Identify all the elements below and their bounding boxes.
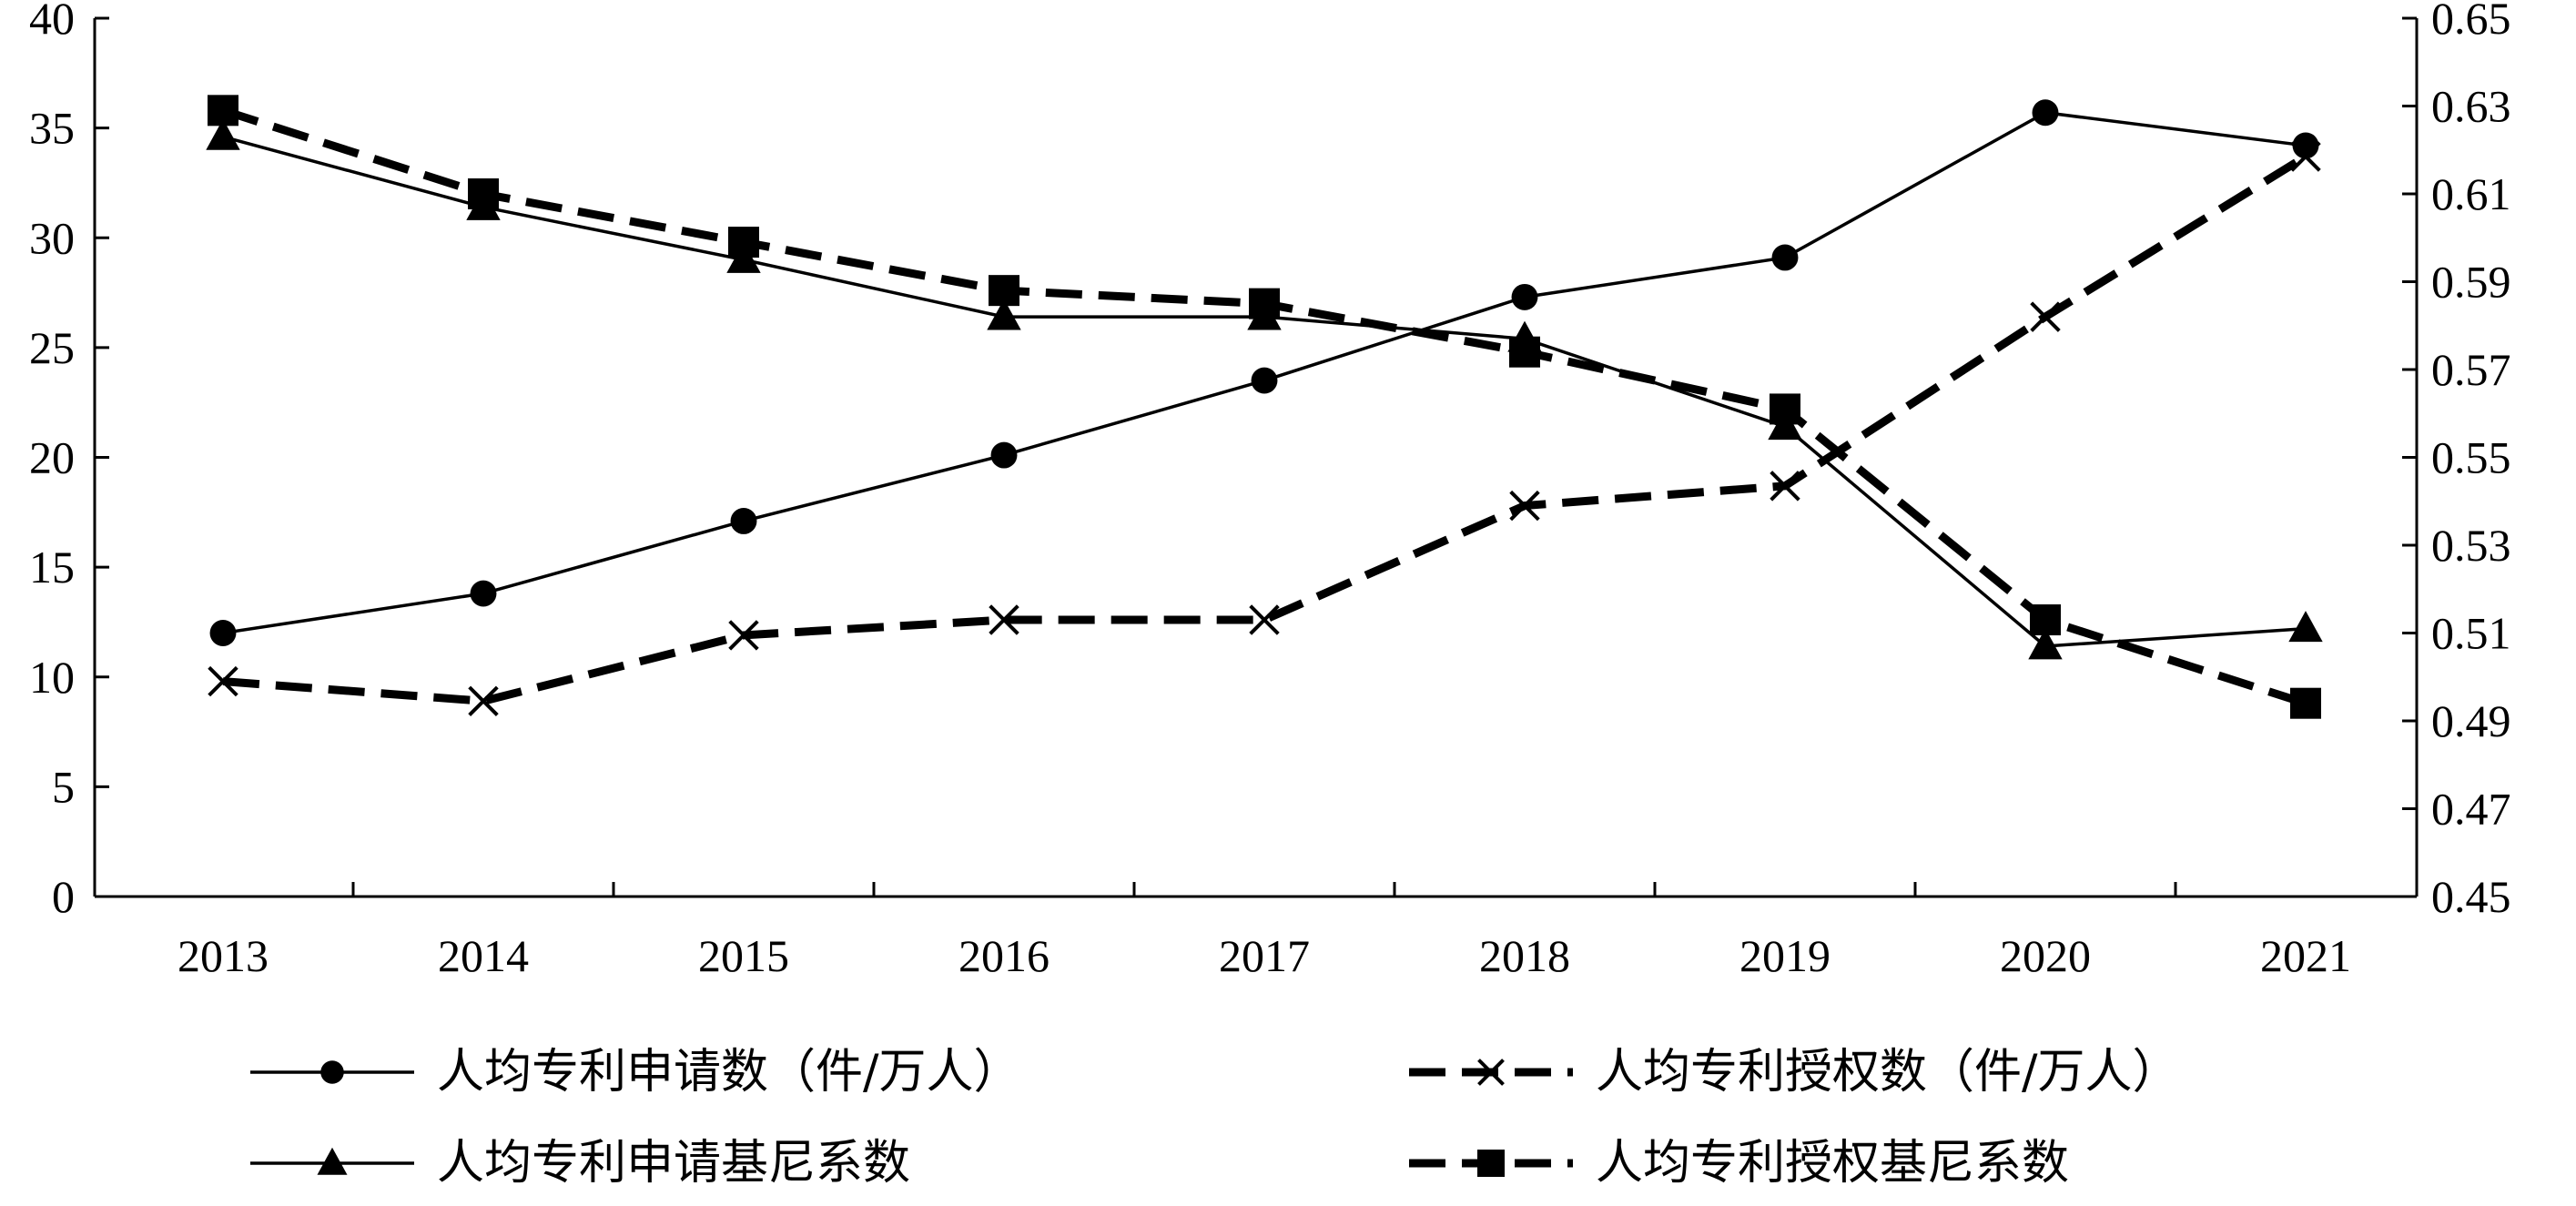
legend-label: 人均专利授权数（件/万人） <box>1596 1045 2180 1100</box>
right-tick-label: 0.45 <box>2431 871 2511 922</box>
legend-label: 人均专利授权基尼系数 <box>1596 1136 2069 1191</box>
series-1 <box>209 99 2319 646</box>
data-point-x-stroke <box>1477 1059 1505 1086</box>
data-point-square <box>1477 1150 1505 1177</box>
data-point-square <box>1770 393 1800 425</box>
data-point-circle <box>470 580 497 607</box>
series-2 <box>208 141 2321 717</box>
legend-item-2: 人均专利授权数（件/万人） <box>1409 1045 2180 1100</box>
left-tick-label: 20 <box>29 432 75 483</box>
data-point-circle <box>209 620 237 646</box>
data-point-square <box>1509 336 1540 368</box>
data-point-x <box>1477 1059 1505 1086</box>
data-point-square <box>1249 288 1280 319</box>
data-point-x-stroke <box>1509 490 1540 522</box>
legend-label: 人均专利申请数（件/万人） <box>437 1045 1021 1100</box>
right-tick-label: 0.59 <box>2431 257 2511 308</box>
data-point-triangle <box>206 118 240 150</box>
legend-label: 人均专利申请基尼系数 <box>437 1136 910 1191</box>
right-tick-label: 0.57 <box>2431 344 2511 395</box>
series-4 <box>208 95 2321 719</box>
x-tick-label: 2014 <box>438 930 529 981</box>
right-tick-label: 0.49 <box>2431 695 2511 746</box>
data-point-x-stroke <box>2290 141 2321 172</box>
data-point-square <box>989 275 1019 307</box>
data-point-x-stroke <box>728 620 759 651</box>
chart-axes: 0 5 10 15 20 25 30 35 40 0.45 0.47 0.49 0.51 0.53 0.55… <box>29 0 2511 981</box>
x-tick-label: 2013 <box>177 930 269 981</box>
data-point-x <box>1249 604 1280 635</box>
data-point-x <box>1770 471 1800 502</box>
series-line <box>221 106 2307 707</box>
data-point-x <box>2290 141 2321 172</box>
data-point-circle <box>1251 367 1278 394</box>
data-point-x-stroke <box>468 685 499 717</box>
data-point-x-stroke <box>1249 604 1280 635</box>
x-tick-label: 2018 <box>1479 930 1570 981</box>
data-point-triangle <box>987 299 1021 330</box>
data-point-circle <box>1771 244 1799 271</box>
data-point-x <box>468 685 499 717</box>
data-point-x <box>989 604 1019 635</box>
data-point-x <box>2030 301 2061 332</box>
right-tick-label: 0.63 <box>2431 81 2511 132</box>
right-tick-label: 0.61 <box>2431 168 2511 219</box>
data-point-x <box>728 620 759 651</box>
right-tick-label: 0.47 <box>2431 784 2511 835</box>
right-tick-label: 0.51 <box>2431 608 2511 659</box>
x-tick-label: 2021 <box>2260 930 2351 981</box>
data-point-x-stroke <box>1770 471 1800 502</box>
x-tick-label: 2019 <box>1739 930 1831 981</box>
left-tick-label: 0 <box>52 871 75 922</box>
data-point-square <box>2290 687 2321 719</box>
legend-item-4: 人均专利授权基尼系数 <box>1409 1136 2069 1191</box>
data-point-square <box>2030 604 2061 636</box>
left-tick-label: 35 <box>29 103 75 154</box>
data-point-square <box>208 95 238 127</box>
legend-item-1: 人均专利申请数（件/万人） <box>250 1045 1021 1100</box>
data-point-x-stroke <box>208 665 238 697</box>
data-point-square <box>728 227 759 258</box>
left-tick-label: 5 <box>52 761 75 812</box>
series-line <box>222 153 2308 705</box>
data-point-x <box>1509 490 1540 522</box>
left-tick-label: 25 <box>29 322 75 373</box>
data-point-circle <box>320 1060 344 1084</box>
data-point-triangle <box>317 1147 348 1175</box>
left-tick-label: 40 <box>29 0 75 44</box>
data-point-circle <box>990 441 1018 469</box>
x-tick-label: 2020 <box>2000 930 2091 981</box>
series-layer <box>206 95 2323 719</box>
right-tick-label: 0.55 <box>2431 432 2511 483</box>
data-point-x <box>208 665 238 697</box>
x-tick-label: 2016 <box>958 930 1050 981</box>
left-tick-label: 30 <box>29 212 75 263</box>
x-tick-label: 2017 <box>1219 930 1310 981</box>
data-point-square <box>468 178 499 209</box>
data-point-triangle <box>2028 628 2063 660</box>
left-tick-label: 15 <box>29 542 75 593</box>
left-tick-label: 10 <box>29 652 75 703</box>
data-point-circle <box>2032 99 2059 127</box>
right-tick-label: 0.65 <box>2431 0 2511 44</box>
legend-item-3: 人均专利申请基尼系数 <box>250 1136 910 1191</box>
data-point-circle <box>1511 283 1538 310</box>
data-point-circle <box>730 508 757 534</box>
x-tick-label: 2015 <box>698 930 789 981</box>
data-point-x-stroke <box>989 604 1019 635</box>
data-point-triangle <box>2288 611 2323 643</box>
right-tick-label: 0.53 <box>2431 520 2511 571</box>
data-point-x-stroke <box>2030 301 2061 332</box>
chart-legend: 人均专利申请数（件/万人） 人均专利授权数（件/万人） 人均专利申请基尼系数 人均专利… <box>250 1045 2180 1191</box>
